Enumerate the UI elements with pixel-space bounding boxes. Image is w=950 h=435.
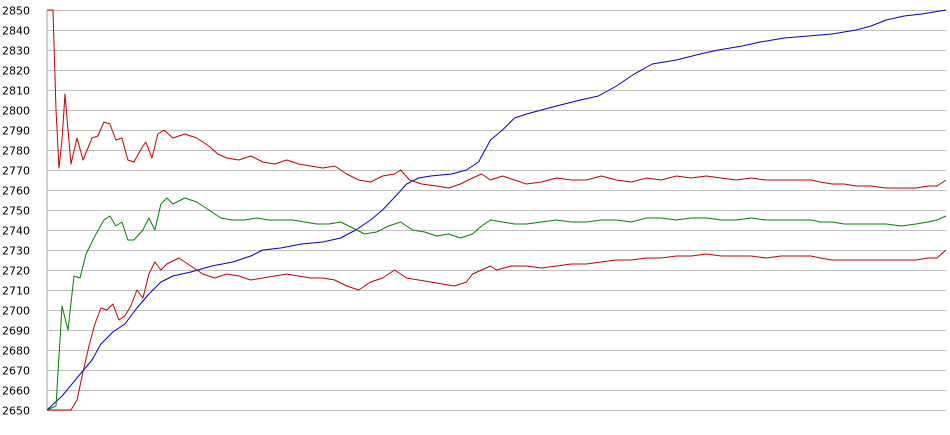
y-tick-label: 2670: [2, 365, 30, 378]
y-tick-label: 2690: [2, 325, 30, 338]
y-tick-labels: 2650 2660 2670 2680 2690 2700 2710 2720 2730 2740…: [2, 5, 30, 418]
y-tick-label: 2730: [2, 245, 30, 258]
y-tick-label: 2840: [2, 25, 30, 38]
y-tick-label: 2740: [2, 225, 30, 238]
series-line-3: [46, 197, 947, 411]
y-tick-label: 2780: [2, 145, 30, 158]
series-layer: [46, 9, 947, 411]
series-line-1: [46, 9, 947, 411]
grid-layer: [46, 10, 946, 411]
y-tick-label: 2710: [2, 285, 30, 298]
y-tick-label: 2770: [2, 165, 30, 178]
y-tick-label: 2750: [2, 205, 30, 218]
series-line-2: [47, 9, 947, 189]
y-tick-label: 2830: [2, 45, 30, 58]
y-tick-label: 2790: [2, 125, 30, 138]
series-line-4: [47, 249, 947, 411]
y-tick-label: 2660: [2, 385, 30, 398]
y-tick-label: 2760: [2, 185, 30, 198]
y-tick-label: 2720: [2, 265, 30, 278]
y-tick-label: 2850: [2, 5, 30, 18]
y-tick-label: 2810: [2, 85, 30, 98]
y-tick-label: 2800: [2, 105, 30, 118]
y-tick-label: 2820: [2, 65, 30, 78]
y-tick-label: 2700: [2, 305, 30, 318]
y-tick-label: 2650: [2, 405, 30, 418]
y-tick-label: 2680: [2, 345, 30, 358]
